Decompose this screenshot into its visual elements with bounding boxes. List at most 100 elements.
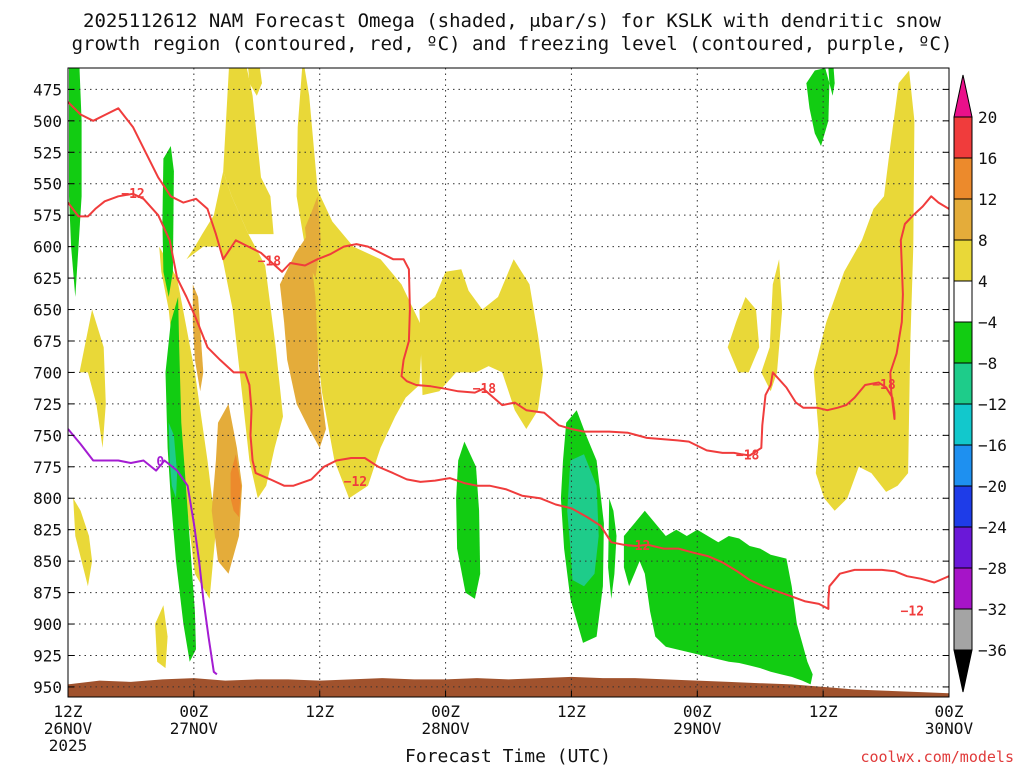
x-tick-label-12-1: 27NOV — [170, 719, 219, 738]
colorbar-label-8: −16 — [978, 436, 1007, 455]
omega-region-16 — [230, 454, 242, 518]
y-tick-label-525: 525 — [33, 143, 62, 162]
omega-region-9 — [727, 297, 760, 373]
x-tick-label-84-1: 30NOV — [925, 719, 974, 738]
colorbar-label-3: 8 — [978, 231, 988, 250]
colorbar-bin-2 — [953, 157, 973, 200]
x-tick-label-0-2: 2025 — [49, 736, 88, 755]
colorbar-label-0: 20 — [978, 108, 997, 127]
x-tick-label-48-0: 12Z — [557, 702, 586, 721]
x-tick-label-72-0: 12Z — [809, 702, 838, 721]
omega-region-5 — [296, 68, 423, 499]
colorbar-label-10: −24 — [978, 518, 1007, 537]
contour-label-6: −18 — [736, 448, 760, 463]
omega-region-20 — [456, 441, 481, 599]
chart-title: 2025112612 NAM Forecast Omega (shaded, μ… — [72, 10, 953, 55]
colorbar-bin-1 — [953, 116, 973, 159]
omega-region-22 — [608, 498, 617, 599]
colorbar-label-9: −20 — [978, 477, 1007, 496]
contour-dgz_bot — [68, 192, 949, 610]
y-tick-label-800: 800 — [33, 489, 62, 508]
y-tick-label-750: 750 — [33, 426, 62, 445]
y-tick-label-825: 825 — [33, 521, 62, 540]
contour-label-8: −12 — [901, 604, 924, 619]
omega-region-27 — [168, 422, 178, 499]
y-tick-label-725: 725 — [33, 395, 62, 414]
colorbar-bin-11 — [953, 526, 973, 569]
x-tick-label-12-0: 00Z — [179, 702, 208, 721]
y-tick-label-475: 475 — [33, 80, 62, 99]
y-tick-label-850: 850 — [33, 552, 62, 571]
contour-label-5: −12 — [627, 539, 650, 554]
omega-region-23 — [623, 510, 813, 685]
omega-region-15 — [305, 196, 321, 279]
omega-region-25 — [828, 68, 835, 96]
omega-region-17 — [69, 68, 82, 297]
contour-labels: −12 −18 0 −12 −18 −12 −18 −18 −12 — [121, 187, 924, 620]
omega-region-2 — [186, 171, 283, 499]
colorbar-label-1: 16 — [978, 149, 997, 168]
y-tick-label-875: 875 — [33, 584, 62, 603]
colorbar-bin-6 — [953, 321, 973, 364]
omega-shading — [69, 68, 915, 685]
colorbar-label-7: −12 — [978, 395, 1007, 414]
y-tick-label-950: 950 — [33, 678, 62, 697]
colorbar-label-12: −32 — [978, 600, 1007, 619]
omega-region-14 — [279, 234, 326, 448]
colorbar-bin-12 — [953, 567, 973, 610]
omega-region-18 — [162, 146, 174, 297]
x-tick-label-84-0: 00Z — [935, 702, 964, 721]
omega-region-6 — [419, 259, 544, 429]
omega-region-24 — [806, 68, 830, 146]
omega-region-19 — [165, 297, 196, 662]
x-tick-label-60-0: 00Z — [683, 702, 712, 721]
omega-region-10 — [761, 259, 783, 392]
colorbar-bin-7 — [953, 362, 973, 405]
colorbar-bin-4 — [953, 239, 973, 282]
colorbar-bin-13 — [953, 608, 973, 651]
y-tick-label-650: 650 — [33, 301, 62, 320]
colorbar-label-5: −4 — [978, 313, 997, 332]
colorbar-label-13: −36 — [978, 641, 1007, 660]
temperature-contours — [68, 101, 949, 676]
colorbar-label-11: −28 — [978, 559, 1007, 578]
y-tick-label-900: 900 — [33, 615, 62, 634]
x-tick-label-36-0: 00Z — [431, 702, 460, 721]
omega-region-13 — [211, 403, 243, 574]
x-axis-label: Forecast Time (UTC) — [405, 746, 611, 767]
y-tick-label-700: 700 — [33, 363, 62, 382]
y-tick-label-625: 625 — [33, 269, 62, 288]
colorbar-cap-top — [953, 74, 973, 118]
plot-border — [67, 67, 950, 698]
x-tick-label-0-0: 12Z — [54, 702, 83, 721]
omega-region-26 — [567, 454, 599, 587]
contour-label-0: −12 — [121, 187, 144, 202]
omega-region-7 — [73, 498, 93, 587]
y-tick-label-575: 575 — [33, 206, 62, 225]
colorbar-label-4: 4 — [978, 272, 988, 291]
contour-label-3: −12 — [344, 475, 367, 490]
colorbar: 20 16 12 8 4 −4 −8 −12 −16 −20 −24 −28 −32 −36 — [953, 74, 1007, 693]
chart-title-line-1: 2025112612 NAM Forecast Omega (shaded, μ… — [83, 10, 941, 32]
omega-region-12 — [192, 284, 204, 392]
x-tick-label-36-1: 28NOV — [421, 719, 470, 738]
colorbar-label-2: 12 — [978, 190, 997, 209]
contour-label-4: −18 — [473, 382, 497, 397]
y-tick-label-925: 925 — [33, 646, 62, 665]
colorbar-bin-8 — [953, 403, 973, 446]
colorbar-bin-5 — [953, 280, 973, 323]
omega-region-4 — [248, 68, 262, 96]
contour-frz — [68, 428, 218, 676]
omega-region-8 — [155, 605, 168, 669]
x-tick-label-24-0: 12Z — [305, 702, 334, 721]
omega-region-11 — [813, 70, 915, 511]
colorbar-bin-10 — [953, 485, 973, 528]
colorbar-bin-3 — [953, 198, 973, 241]
colorbar-bin-9 — [953, 444, 973, 487]
contour-label-1: −18 — [258, 255, 282, 270]
chart-title-line-2: growth region (contoured, red, ºC) and f… — [72, 33, 953, 55]
omega-region-3 — [223, 68, 274, 235]
credit-text: coolwx.com/models — [860, 748, 1014, 766]
